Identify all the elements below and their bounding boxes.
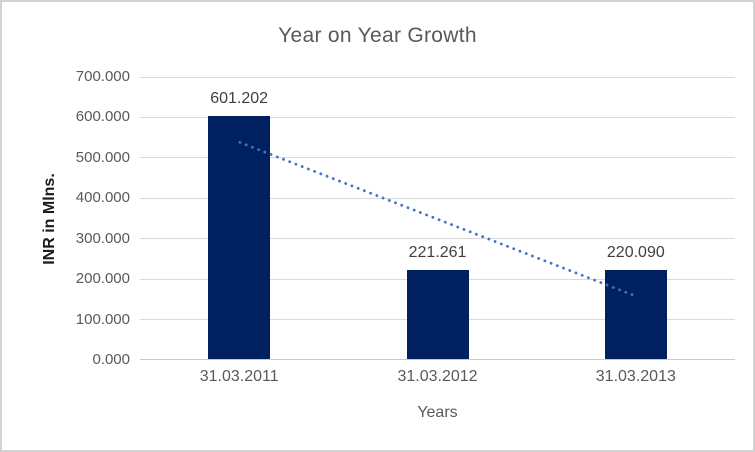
y-tick-label: 0.000 — [92, 351, 130, 368]
x-tick-label: 31.03.2013 — [595, 368, 676, 385]
y-tick-label: 600.000 — [75, 108, 130, 126]
x-tick-label: 31.03.2012 — [397, 368, 478, 385]
y-tick-label: 300.000 — [75, 229, 130, 247]
bar — [406, 269, 469, 359]
x-axis-tick-labels: 31.03.2011 31.03.2012 31.03.2013 — [140, 368, 735, 388]
plot-area: 601.202 221.261 220.090 — [140, 76, 735, 360]
y-tick-label: 100.000 — [75, 310, 130, 328]
bar — [208, 115, 271, 359]
y-tick-label: 200.000 — [75, 270, 130, 288]
y-tick-label: 400.000 — [75, 189, 130, 207]
chart-title: Year on Year Growth — [278, 24, 477, 47]
gridline — [140, 76, 735, 78]
y-axis-tick-labels: 0.000 100.000 200.000 300.000 400.000 500.000… — [2, 68, 130, 368]
x-tick-label: 31.03.2011 — [199, 368, 279, 385]
bar-data-label: 221.261 — [408, 243, 467, 261]
y-tick-label: 500.000 — [75, 148, 130, 166]
bar — [604, 270, 667, 359]
gridline — [140, 116, 735, 118]
bar-data-label: 220.090 — [606, 244, 665, 262]
y-tick-label: 700.000 — [75, 68, 130, 85]
x-axis-title: Years — [417, 404, 458, 421]
bar-data-label: 601.202 — [210, 89, 269, 107]
